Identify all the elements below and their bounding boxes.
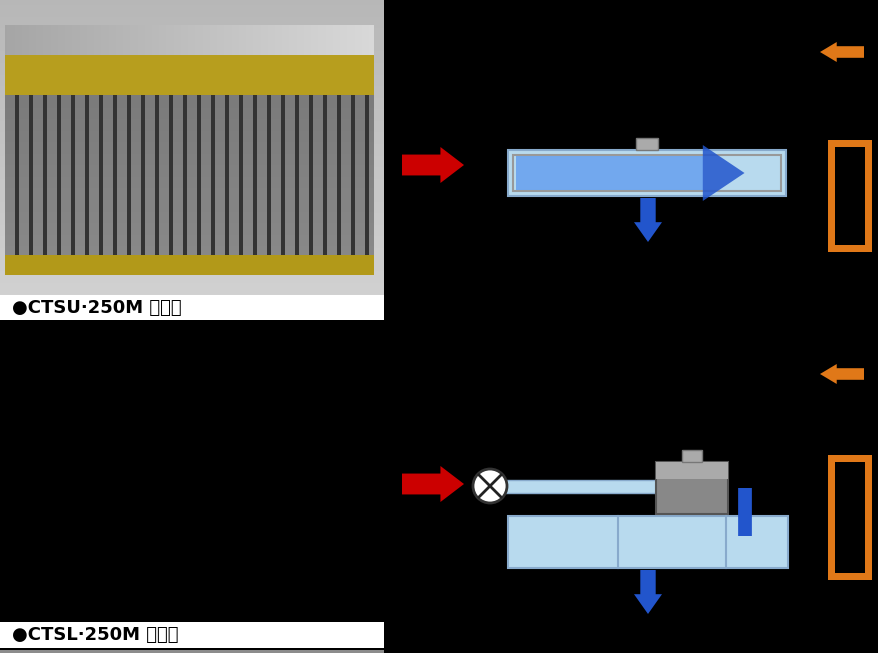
FancyBboxPatch shape: [655, 462, 727, 479]
FancyBboxPatch shape: [655, 462, 727, 514]
Text: ●CTSU·250M 浸漪型: ●CTSU·250M 浸漪型: [12, 298, 182, 317]
FancyBboxPatch shape: [827, 140, 871, 252]
Polygon shape: [819, 364, 863, 384]
Text: ●CTSL·250M 上置型: ●CTSL·250M 上置型: [12, 626, 178, 644]
Polygon shape: [401, 466, 464, 502]
FancyBboxPatch shape: [0, 295, 384, 320]
Polygon shape: [733, 518, 755, 540]
FancyBboxPatch shape: [507, 150, 785, 196]
FancyBboxPatch shape: [636, 138, 658, 150]
FancyBboxPatch shape: [515, 155, 702, 191]
FancyBboxPatch shape: [827, 455, 871, 580]
Polygon shape: [702, 145, 744, 201]
FancyBboxPatch shape: [507, 516, 787, 568]
Polygon shape: [633, 198, 661, 242]
FancyBboxPatch shape: [0, 622, 384, 648]
FancyBboxPatch shape: [834, 462, 864, 573]
Circle shape: [472, 469, 507, 503]
Polygon shape: [819, 42, 863, 62]
FancyBboxPatch shape: [473, 480, 689, 493]
Polygon shape: [633, 570, 661, 614]
FancyBboxPatch shape: [834, 147, 864, 245]
Polygon shape: [401, 147, 464, 183]
FancyBboxPatch shape: [681, 450, 702, 462]
